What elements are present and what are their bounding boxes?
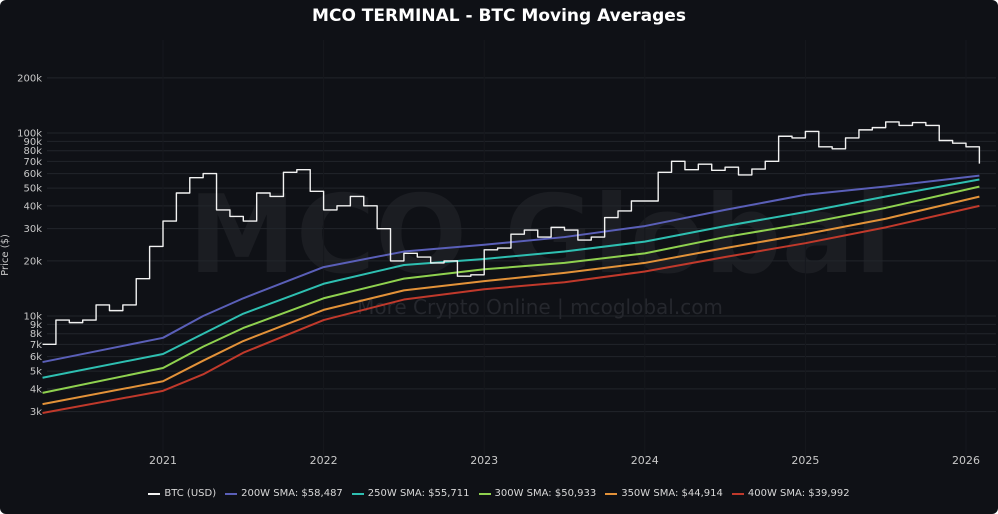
legend-swatch: [478, 492, 491, 495]
y-tick-label: 50k: [23, 184, 42, 195]
y-tick-label: 20k: [23, 256, 42, 267]
legend-swatch: [605, 492, 618, 495]
y-tick-label: 60k: [23, 169, 42, 180]
y-tick-label: 4k: [30, 384, 42, 395]
y-tick-label: 90k: [23, 137, 42, 148]
series-line-400w: [42, 204, 980, 415]
legend: BTC (USD) 200W SMA: $58,487 250W SMA: $55,…: [0, 488, 998, 499]
legend-label: 250W SMA: $55,711: [367, 488, 470, 499]
watermark-subtitle: More Crypto Online | mcoglobal.com: [357, 295, 723, 319]
y-tick-label: 70k: [23, 157, 42, 168]
legend-label: 350W SMA: $44,914: [621, 488, 723, 499]
y-tick-label: 40k: [23, 201, 42, 212]
legend-item[interactable]: 350W SMA: $44,914: [605, 488, 723, 499]
legend-swatch: [731, 492, 744, 495]
x-tick-label: 2026: [952, 454, 980, 467]
series-line-350w: [42, 195, 980, 406]
legend-swatch: [148, 492, 161, 495]
watermark-logo: MCO Global: [188, 173, 891, 298]
y-tick-label: 8k: [30, 329, 42, 340]
legend-item[interactable]: 250W SMA: $55,711: [351, 488, 470, 499]
legend-label: 300W SMA: $50,933: [494, 488, 597, 499]
legend-label: BTC (USD): [164, 488, 217, 499]
legend-item[interactable]: 200W SMA: $58,487: [225, 488, 343, 499]
y-tick-label: 5k: [30, 367, 42, 378]
x-tick-label: 2025: [791, 454, 819, 467]
y-tick-label: 7k: [30, 340, 42, 351]
legend-swatch: [351, 492, 364, 495]
x-tick-label: 2024: [631, 454, 659, 467]
chart-title: MCO TERMINAL - BTC Moving Averages: [312, 6, 686, 26]
y-tick-label: 3k: [30, 407, 42, 418]
y-tick-label: 10k: [23, 312, 42, 323]
x-tick-label: 2021: [149, 454, 177, 467]
y-tick-label: 200k: [17, 73, 42, 84]
x-tick-label: 2022: [310, 454, 338, 467]
legend-item[interactable]: 300W SMA: $50,933: [478, 488, 597, 499]
legend-label: 400W SMA: $39,992: [747, 488, 850, 499]
series-line-btc: [42, 121, 981, 346]
legend-label: 200W SMA: $58,487: [241, 488, 343, 499]
y-tick-label: 100k: [17, 129, 42, 140]
legend-item[interactable]: BTC (USD): [148, 488, 216, 499]
x-tick-label: 2023: [470, 454, 498, 467]
y-axis-label: Price ($): [0, 234, 11, 276]
y-tick-label: 6k: [30, 352, 42, 363]
legend-swatch: [225, 492, 238, 495]
y-tick-label: 30k: [23, 224, 42, 235]
y-tick-label: 80k: [23, 146, 42, 157]
legend-item[interactable]: 400W SMA: $39,992: [731, 488, 850, 499]
series-line-200w: [42, 174, 980, 364]
y-tick-label: 9k: [30, 320, 42, 331]
